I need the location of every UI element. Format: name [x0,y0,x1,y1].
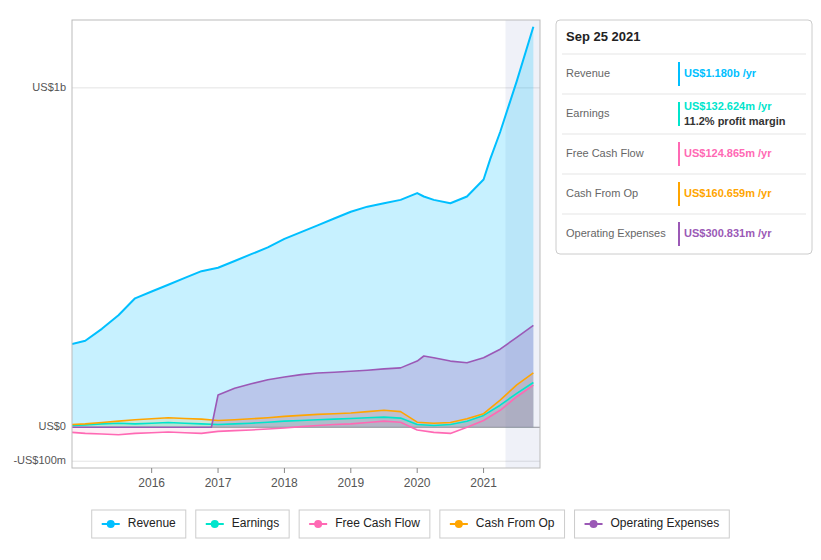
legend-marker [314,520,322,528]
tooltip-title: Sep 25 2021 [566,29,640,44]
tooltip-value: US$1.180b /yr [684,67,757,79]
legend-box [196,510,289,538]
x-tick [151,468,152,473]
tooltip-swatch [678,182,680,206]
legend-label: Free Cash Flow [335,516,420,530]
x-tick [483,468,484,473]
tooltip-divider [562,174,806,175]
tooltip: Sep 25 2021 Revenue US$1.180b /yr Earnings U… [556,20,812,254]
legend-marker [211,520,219,528]
tooltip-sub: 11.2% profit margin [684,115,786,127]
legend-item: Free Cash Flow [299,510,430,538]
x-tick [284,468,285,473]
legend-item: Cash From Op [440,510,565,538]
tooltip-label: Cash From Op [566,187,638,199]
legend: Revenue Earnings Free Cash Flow Cash From O… [92,510,730,538]
x-tick [417,468,418,473]
legend-label: Operating Expenses [611,516,720,530]
tooltip-value: US$124.865m /yr [684,147,772,159]
y-tick-label: US$0 [38,420,66,432]
tooltip-label: Operating Expenses [566,227,666,239]
legend-label: Revenue [128,516,176,530]
tooltip-value: US$160.659m /yr [684,187,772,199]
grid-line [72,87,540,88]
legend-box [575,510,730,538]
tooltip-swatch [678,62,680,86]
tooltip-divider [562,54,806,55]
series-line [72,373,533,425]
tooltip-label: Earnings [566,107,610,119]
legend-box [92,510,186,538]
legend-label: Cash From Op [476,516,555,530]
area-fill [72,325,533,427]
legend-marker [455,520,463,528]
tooltip-box [556,20,812,254]
x-tick [218,468,219,473]
tooltip-label: Revenue [566,67,610,79]
plot-data [72,20,540,468]
tooltip-divider [562,94,806,95]
x-tick-label: 2019 [337,476,364,490]
x-tick [350,468,351,473]
y-tick-label: US$1b [32,81,66,93]
tooltip-swatch [678,102,680,126]
x-tick-label: 2021 [470,476,497,490]
chart: -US$100m US$0 US$1b 2016 2017 2018 2019 2020 202… [0,0,821,560]
tooltip-swatch [678,222,680,246]
legend-marker [107,520,115,528]
legend-item: Revenue [92,510,186,538]
x-tick-label: 2018 [271,476,298,490]
plot-frame [72,20,540,468]
legend-box [299,510,430,538]
legend-marker [590,520,598,528]
legend-label: Earnings [232,516,279,530]
series-line [72,27,533,344]
tooltip-divider [562,134,806,135]
tooltip-label: Free Cash Flow [566,147,644,159]
tooltip-value: US$132.624m /yr [684,100,772,112]
plot-background [72,20,540,468]
tooltip-swatch [678,142,680,166]
x-tick-label: 2020 [404,476,431,490]
legend-item: Earnings [196,510,289,538]
legend-item: Operating Expenses [575,510,730,538]
tooltip-divider [562,214,806,215]
page: {"chart_data": { "type": "area", "xlim":… [0,0,821,560]
x-tick-label: 2017 [205,476,232,490]
x-tick-label: 2016 [138,476,165,490]
tooltip-value: US$300.831m /yr [684,227,772,239]
series-line [72,325,533,427]
area-fill [72,27,533,427]
grid-line [72,461,540,462]
legend-box [440,510,565,538]
y-tick-label: -US$100m [13,454,66,466]
